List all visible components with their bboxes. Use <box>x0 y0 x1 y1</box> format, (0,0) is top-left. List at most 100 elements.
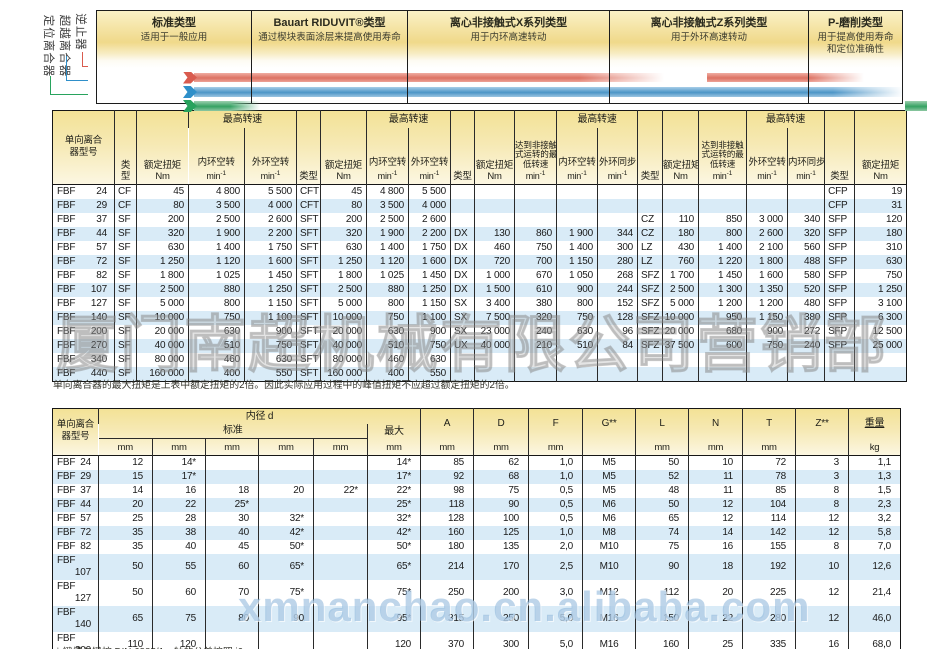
data-cell: 3 400 <box>474 297 515 311</box>
data-cell: 4 000 <box>243 199 297 213</box>
data-cell: 98 <box>420 484 474 498</box>
data-cell: M16 <box>582 606 636 632</box>
data-cell: 272 <box>787 325 825 339</box>
data-cell: 560 <box>787 241 825 255</box>
backstop-range-bar-z <box>707 73 864 82</box>
data-cell <box>746 184 788 199</box>
data-cell: 90 <box>635 554 689 580</box>
data-cell: 580 <box>787 269 825 283</box>
data-cell: 900 <box>746 325 788 339</box>
model-cell: FBF 37 <box>57 214 107 225</box>
data-cell: SFT <box>296 227 321 241</box>
data-cell: 20 000 <box>320 325 367 339</box>
data-cell: 630 <box>136 241 189 255</box>
data-cell <box>450 184 475 199</box>
data-cell: 335 <box>742 632 796 649</box>
data-cell: 80 <box>205 606 259 632</box>
data-cell: SF <box>114 255 137 269</box>
data-cell: 25 <box>98 512 153 526</box>
data-cell: 50 <box>98 554 153 580</box>
col-l: L <box>635 408 689 439</box>
table-row: FBF 29 CF 80 3 500 4 000 CFT 80 3 500 4 000 CFP 31 <box>52 199 907 213</box>
overrunning-range-bar <box>194 87 904 97</box>
model-cell: FBF 340 <box>57 354 107 365</box>
data-cell: SFT <box>296 311 321 325</box>
data-cell: 68,0 <box>848 632 901 649</box>
data-cell: 880 <box>188 283 245 297</box>
data-cell: 28 <box>152 512 206 526</box>
data-cell: 12,6 <box>848 554 901 580</box>
data-cell: SFP <box>824 297 855 311</box>
data-cell: 750 <box>408 339 451 353</box>
data-cell: 120 <box>152 632 206 649</box>
data-cell: 1 300 <box>698 283 747 297</box>
data-cell: 3 000 <box>746 213 788 227</box>
data-cell: DX <box>450 255 475 269</box>
data-cell: 3 500 <box>366 199 409 213</box>
data-cell: 1 400 <box>556 241 598 255</box>
data-cell: SX <box>450 325 475 339</box>
type-column-p-ground: P-磨削类型 用于提高使用寿命和定位准确性 <box>808 11 902 103</box>
data-cell: SFZ <box>637 325 663 339</box>
data-cell: 1 200 <box>746 297 788 311</box>
table-row: FBF 270 SF 40 000 510 750 SFT 40 000 510 750 UX 40 … <box>52 339 907 353</box>
data-cell: SFT <box>296 213 321 227</box>
col-outer-freewheel: 外环空转 min-1 <box>408 127 451 185</box>
data-cell: 85 <box>742 484 796 498</box>
data-cell: 1 900 <box>188 227 245 241</box>
data-cell: 0,5 <box>528 498 583 512</box>
data-cell: 1 100 <box>408 311 451 325</box>
data-cell: 32* <box>366 512 421 526</box>
data-cell: 52 <box>635 470 689 484</box>
data-cell: 320 <box>136 227 189 241</box>
data-cell: SFT <box>296 241 321 255</box>
table-row: FBF 72 SF 1 250 1 120 1 600 SFT 1 250 1 120 1 600… <box>52 255 907 269</box>
data-cell: CFP <box>824 199 855 213</box>
data-cell: 488 <box>787 255 825 269</box>
type-column-riduvit: Bauart RIDUVIT®类型 通过楔块表面涂层来提高使用寿命 <box>251 11 407 103</box>
model-cell: FBF 127 <box>57 298 107 309</box>
data-cell: 400 <box>366 367 409 382</box>
data-cell: SFP <box>824 339 855 353</box>
table-row: FBF 127 SF 5 000 800 1 150 SFT 5 000 800 1 150 SX 3… <box>53 297 907 311</box>
data-cell <box>313 455 368 470</box>
model-cell: FBF 57 <box>57 242 107 253</box>
data-cell <box>824 367 855 382</box>
col-outer-sync: 外环同步 min-1 <box>597 127 638 185</box>
data-cell: 20 <box>258 484 314 498</box>
data-cell: M6 <box>582 512 636 526</box>
data-cell: 12 <box>688 512 743 526</box>
col-f: F <box>528 408 583 439</box>
data-cell: M5 <box>582 470 636 484</box>
backstop-range-bar <box>194 73 664 82</box>
data-cell: 280 <box>597 255 638 269</box>
type-subtitle: 适用于一般应用 <box>140 32 208 43</box>
data-cell: M5 <box>582 455 636 470</box>
data-cell: 75 <box>635 540 689 554</box>
data-cell: 40 000 <box>136 339 189 353</box>
type-subtitle: 用于内环高速转动 <box>470 32 547 43</box>
data-cell: 48 <box>635 484 689 498</box>
dimensions-table-header: 单向离合 器型号 内径 d A D F G** L N T Z** 重量 标准 最… <box>52 408 901 456</box>
data-cell: 380 <box>514 297 557 311</box>
data-cell: 1,0 <box>528 526 583 540</box>
data-cell: 750 <box>746 339 788 353</box>
table-row: FBF 29 15 17* 17* 92 68 1,0 M5 52 11 78 3 1,3 <box>52 470 901 484</box>
data-cell: 11 <box>688 484 743 498</box>
data-cell: 90 <box>473 498 529 512</box>
data-cell: M10 <box>582 540 636 554</box>
table-row: FBF 82 SF 1 800 1 025 1 450 SFT 1 800 1 025 1 450… <box>53 269 907 283</box>
data-cell: 344 <box>597 227 638 241</box>
data-cell <box>474 213 515 227</box>
data-cell <box>474 199 515 213</box>
data-cell: 50 <box>98 580 153 606</box>
data-cell <box>313 470 368 484</box>
data-cell <box>205 632 259 649</box>
data-cell: 240 <box>514 325 557 339</box>
data-cell: 1 800 <box>136 269 189 283</box>
data-cell: 630 <box>188 325 245 339</box>
data-cell <box>514 367 557 382</box>
type-title: 离心非接触式X系列类型 <box>449 17 568 29</box>
data-cell: 630 <box>556 325 598 339</box>
